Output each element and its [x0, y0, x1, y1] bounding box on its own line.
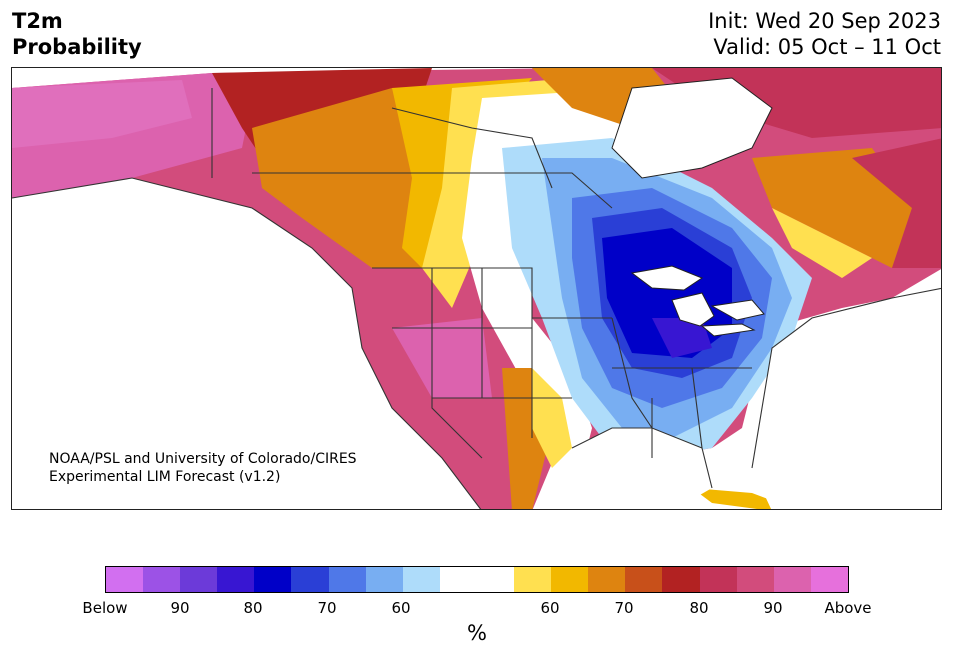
colorbar-tick-label: 80 [243, 599, 263, 617]
colorbar-tick-label: 80 [689, 599, 709, 617]
credit-line-2: Experimental LIM Forecast (v1.2) [49, 469, 281, 485]
colorbar-segment [551, 567, 589, 592]
colorbar-segment [217, 567, 255, 592]
pacific-ocean [12, 178, 481, 509]
credit-line-1: NOAA/PSL and University of Colorado/CIRE… [49, 451, 357, 467]
colorbar-tick-label: Below [82, 599, 128, 617]
colorbar-segment [254, 567, 292, 592]
colorbar-segment [736, 567, 774, 592]
colorbar-segment [810, 567, 848, 592]
region-canada-gold [392, 78, 532, 278]
colorbar-segment [514, 567, 552, 592]
colorbar-segment [143, 567, 181, 592]
region-southwest-pink [392, 318, 492, 398]
coastlines [12, 88, 941, 509]
region-east-canada-red [852, 138, 941, 268]
probability-title: Probability [12, 35, 142, 59]
colorbar-unit-label: % [467, 621, 487, 645]
colorbar-segment [588, 567, 626, 592]
map-panel [11, 67, 942, 510]
forecast-map [12, 68, 941, 509]
colorbar-segment [365, 567, 403, 592]
region-neutral [462, 88, 632, 468]
colorbar-segment [476, 567, 515, 592]
region-east-canada-yellow [772, 208, 872, 278]
colorbar-tick-label: Above [824, 599, 872, 617]
date-block: Init: Wed 20 Sep 2023 Valid: 05 Oct – 11… [708, 8, 941, 60]
variable-title: T2m [12, 9, 63, 33]
great-lakes [630, 265, 765, 337]
atlantic-ocean [752, 288, 941, 509]
colorbar-segment [439, 567, 477, 592]
region-mexico-yellow [532, 368, 572, 468]
colorbar-segment [699, 567, 737, 592]
colorbar-tick-label: 60 [540, 599, 560, 617]
colorbar-segment [402, 567, 440, 592]
region-violet [652, 318, 712, 358]
region-alaska-core [12, 80, 192, 148]
colorbar-segment [773, 567, 811, 592]
gulf-of-mexico [572, 428, 712, 509]
colorbar-tick-label: 90 [170, 599, 190, 617]
colorbar-tick-label: 60 [391, 599, 411, 617]
title-block: T2m Probability [12, 8, 142, 60]
region-east-canada-orange [752, 148, 912, 268]
colorbar-segment [662, 567, 700, 592]
colorbar-segment [291, 567, 329, 592]
hudson-bay [611, 77, 773, 179]
forecast-credit: NOAA/PSL and University of Colorado/CIRE… [49, 450, 357, 486]
region-cuba [692, 488, 792, 509]
valid-range: Valid: 05 Oct – 11 Oct [713, 35, 941, 59]
colorbar-tick-label: 90 [763, 599, 783, 617]
colorbar-segment [625, 567, 663, 592]
colorbar-segment [106, 567, 144, 592]
colorbar-segment [180, 567, 218, 592]
colorbar-tick-label: 70 [614, 599, 634, 617]
colorbar [105, 566, 849, 593]
colorbar-tick-label: 70 [317, 599, 337, 617]
init-date: Init: Wed 20 Sep 2023 [708, 9, 941, 33]
colorbar-segment [328, 567, 366, 592]
